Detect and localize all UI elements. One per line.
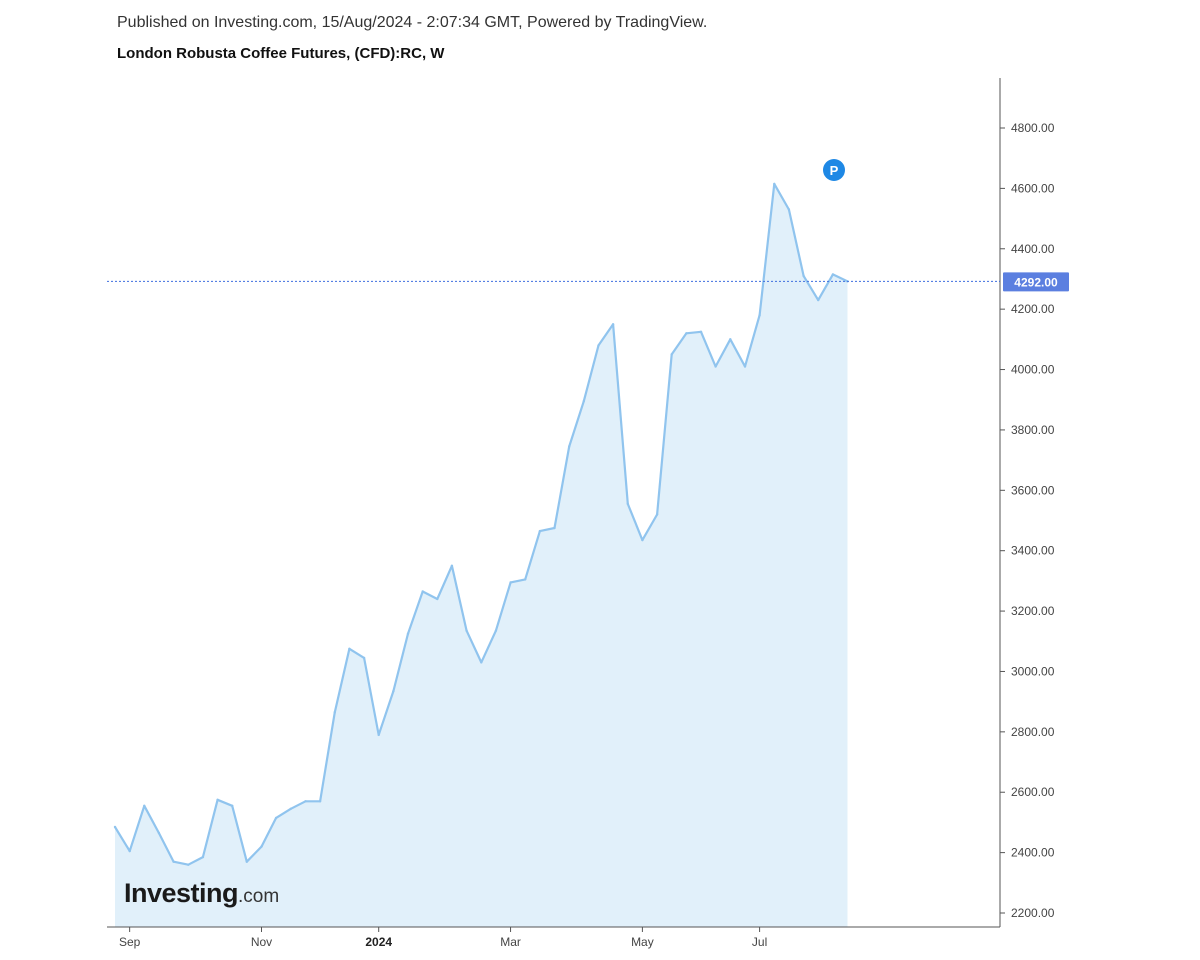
y-tick-label: 3600.00: [1011, 483, 1055, 497]
data-point: [436, 597, 439, 601]
data-point: [260, 845, 263, 848]
investing-logo: Investing.com: [124, 878, 279, 909]
data-point: [231, 804, 234, 807]
x-tick-label: 2024: [365, 935, 392, 949]
chart-header: Published on Investing.com, 15/Aug/2024 …: [117, 12, 707, 65]
data-point: [568, 445, 571, 448]
published-note: Published on Investing.com, 15/Aug/2024 …: [117, 14, 708, 31]
y-tick-label: 2600.00: [1011, 785, 1055, 799]
data-point: [729, 338, 732, 341]
data-point: [494, 629, 498, 632]
data-point: [172, 860, 175, 863]
x-tick-label: May: [631, 935, 654, 949]
data-point: [143, 804, 146, 807]
y-tick-label: 4600.00: [1011, 181, 1055, 195]
y-tick-label: 4200.00: [1011, 302, 1055, 316]
data-point: [157, 831, 161, 835]
data-point: [377, 733, 380, 737]
data-point: [113, 825, 117, 829]
data-point: [274, 816, 278, 820]
data-point: [289, 807, 292, 810]
y-tick-label: 3800.00: [1011, 423, 1055, 437]
data-point: [216, 798, 219, 801]
data-point: [758, 314, 761, 317]
area-fill: [115, 183, 848, 927]
p-marker-icon[interactable]: [823, 159, 845, 181]
y-tick-label: 2400.00: [1011, 846, 1055, 860]
data-point: [802, 274, 805, 278]
chart-title: London Robusta Coffee Futures, (CFD):RC,…: [117, 45, 445, 62]
data-point: [362, 656, 366, 660]
data-point: [626, 502, 629, 506]
data-point: [245, 860, 248, 863]
data-point: [406, 632, 410, 635]
data-point: [421, 590, 424, 593]
data-point: [685, 332, 688, 335]
y-tick-label: 3200.00: [1011, 604, 1055, 618]
data-point: [699, 330, 703, 333]
data-point: [333, 711, 336, 714]
data-point: [465, 629, 468, 632]
data-point: [714, 365, 717, 368]
p-marker-label: P: [830, 163, 839, 178]
data-point: [817, 298, 820, 302]
x-tick-label: Sep: [119, 935, 141, 949]
y-tick-label: 4800.00: [1011, 121, 1055, 135]
data-point: [582, 400, 585, 403]
x-tick-label: Nov: [251, 935, 272, 949]
logo-suffix: .com: [238, 886, 280, 907]
y-tick-label: 3000.00: [1011, 664, 1055, 678]
logo-brand: Investing: [124, 878, 239, 908]
data-point: [670, 353, 673, 356]
data-point: [348, 647, 351, 650]
plot-area: [113, 182, 849, 927]
current-price-label: 4292.00: [1014, 275, 1058, 289]
y-tick-label: 3400.00: [1011, 544, 1055, 558]
y-tick-label: 4000.00: [1011, 363, 1055, 377]
y-tick-label: 4400.00: [1011, 242, 1055, 256]
data-point: [524, 578, 527, 581]
data-point: [201, 855, 205, 859]
data-point: [611, 323, 615, 326]
y-tick-label: 2200.00: [1011, 906, 1055, 920]
price-axis[interactable]: 2200.00 2400.00 2600.00 2800.00 3000.00 3200.…: [999, 78, 1055, 927]
data-point: [318, 800, 322, 803]
x-tick-label: Jul: [752, 935, 767, 949]
data-point: [787, 208, 791, 211]
chart-overlays: 4292.00 P: [107, 159, 1069, 292]
data-point: [773, 182, 776, 186]
data-point: [450, 564, 454, 567]
data-point: [538, 529, 542, 533]
data-point: [304, 800, 307, 803]
y-tick-label: 2800.00: [1011, 725, 1055, 739]
data-point: [128, 849, 131, 853]
data-point: [655, 513, 659, 516]
data-point: [641, 538, 644, 542]
data-point: [597, 344, 600, 347]
data-point: [480, 661, 483, 664]
current-price-badge[interactable]: [1003, 272, 1069, 292]
data-point: [743, 365, 747, 368]
data-point: [392, 689, 395, 693]
data-point: [831, 273, 835, 276]
data-point: [509, 581, 512, 584]
time-axis[interactable]: Sep Nov 2024 Mar May Jul: [107, 926, 1000, 949]
data-point: [553, 526, 556, 530]
x-tick-label: Mar: [500, 935, 521, 949]
data-point: [187, 863, 190, 866]
